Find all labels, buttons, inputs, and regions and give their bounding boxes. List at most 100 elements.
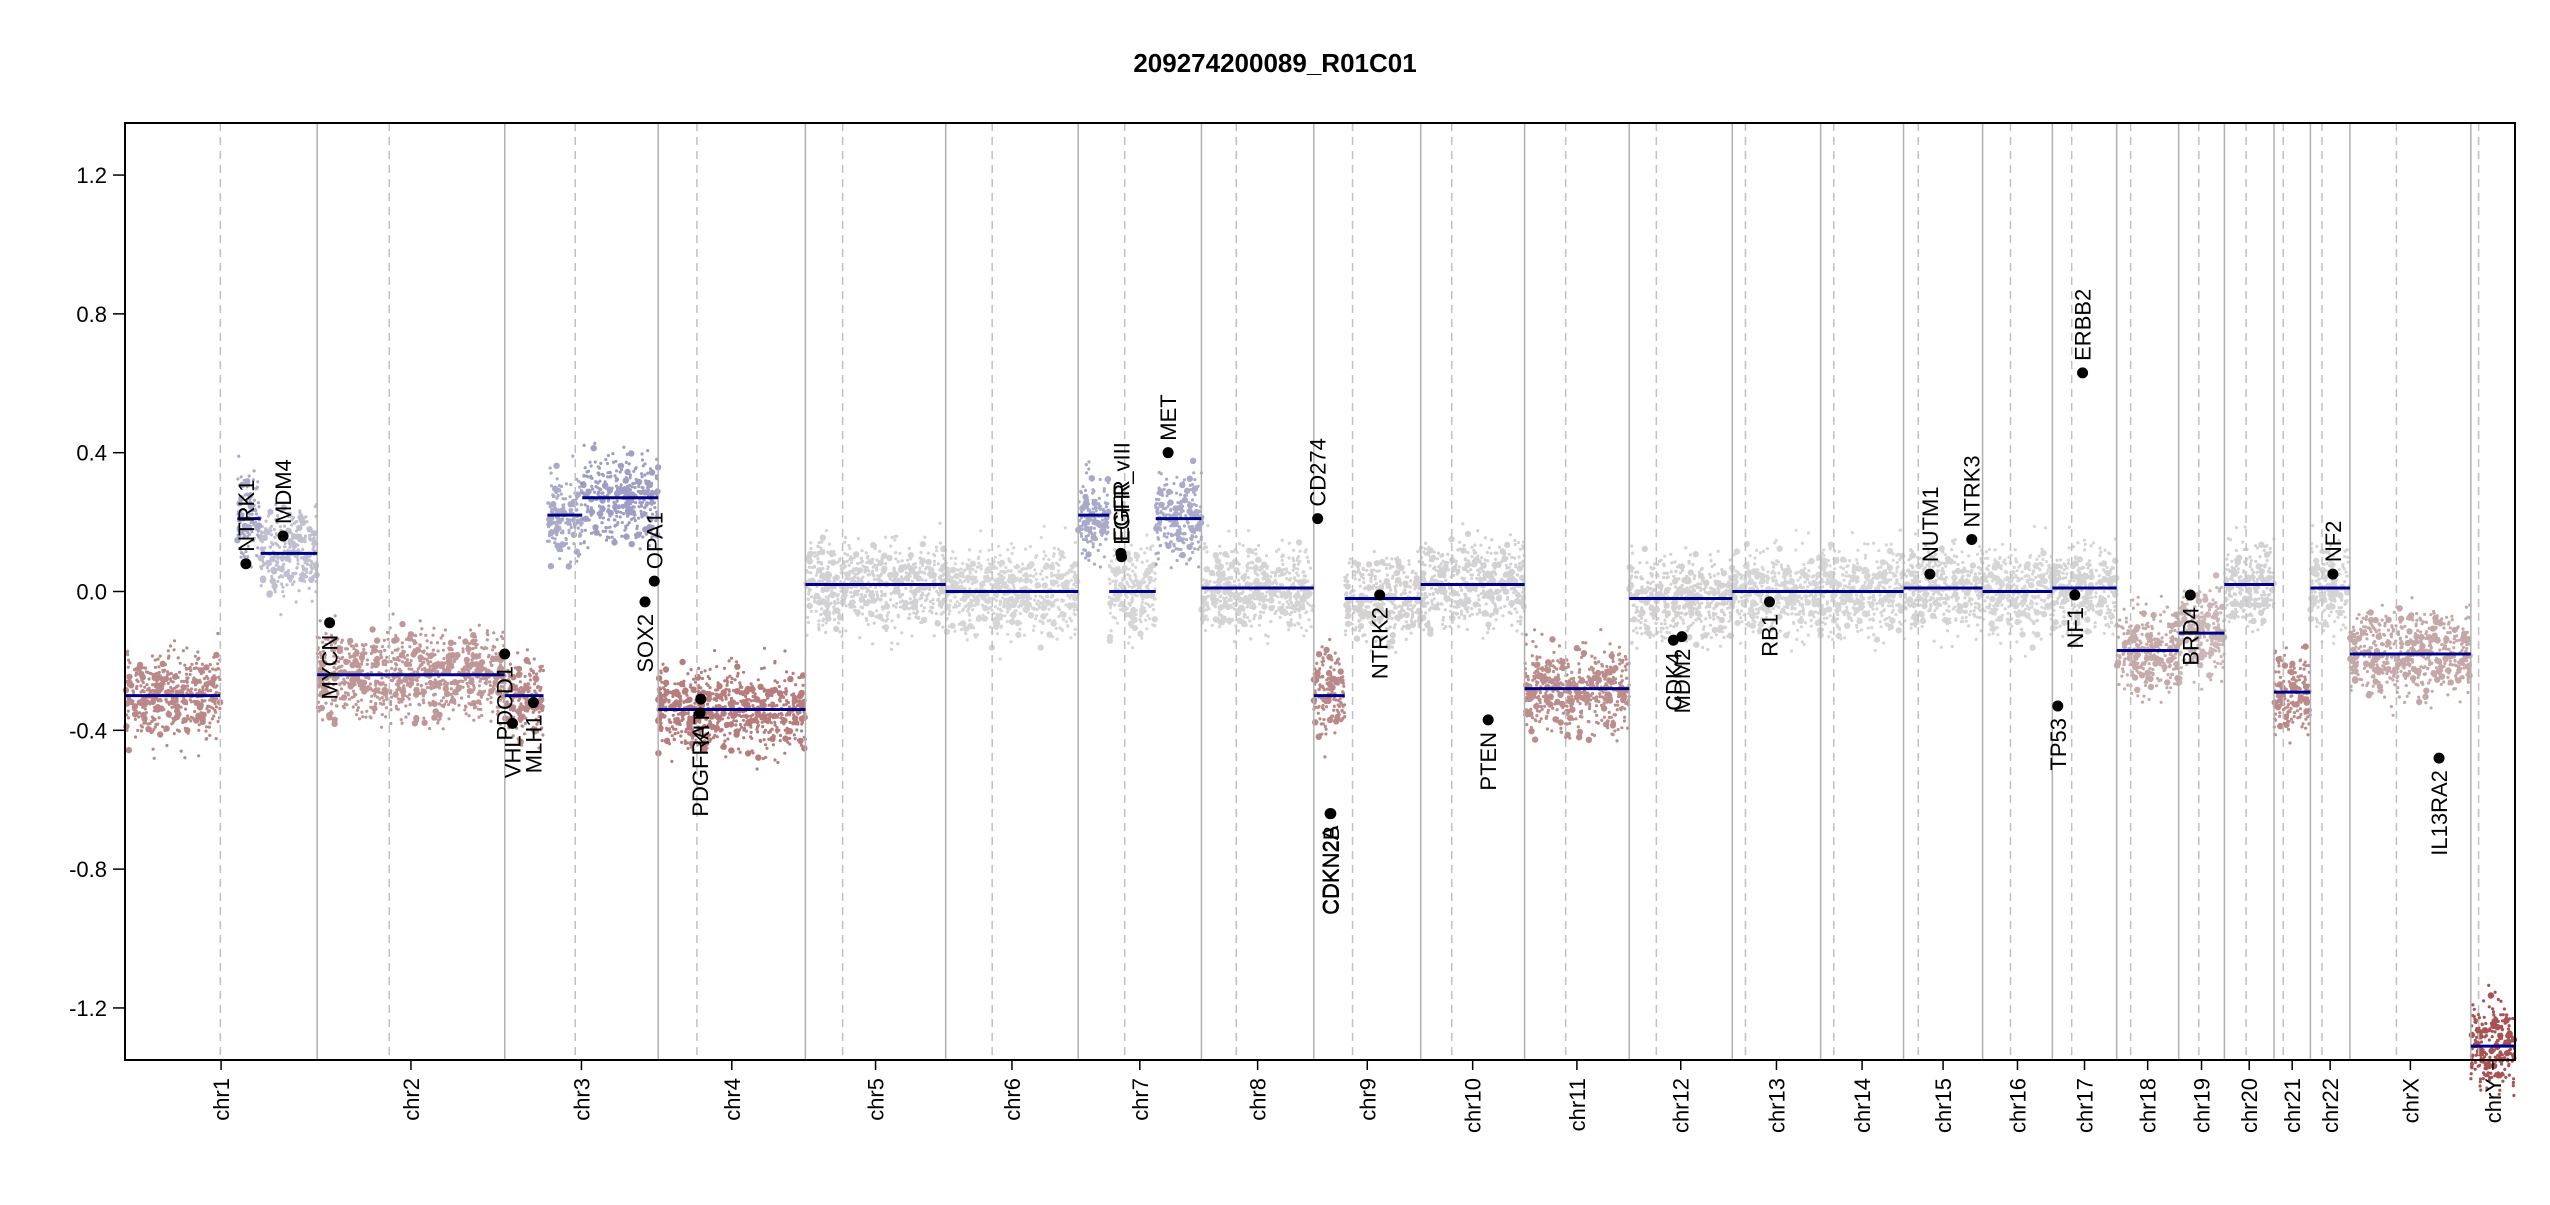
- gene-label-il13ra2: IL13RA2: [2427, 770, 2452, 856]
- probe-points-chr3-6: [580, 441, 662, 551]
- gene-label-rb1: RB1: [1757, 614, 1782, 657]
- x-tick-label-chr19: chr19: [2190, 1078, 2215, 1133]
- x-tick-label-chr15: chr15: [1931, 1078, 1956, 1133]
- gene-point-brd4: [2184, 589, 2196, 601]
- x-axis: chr1 chr2 chr3 chr4 chr5 chr6 chr7 chr8 chr9 chr1…: [209, 1060, 2506, 1133]
- x-tick-label-chr20: chr20: [2237, 1078, 2262, 1133]
- y-tick-label: -1.2: [69, 996, 107, 1021]
- probe-points-chr1-2: [257, 495, 320, 617]
- gene-label-egfr: EGFR: [1109, 480, 1134, 541]
- gene-label-pten: PTEN: [1476, 732, 1501, 791]
- gene-label-cdkn2a: CDKN2A: [1318, 825, 1343, 915]
- x-tick-label-chr10: chr10: [1461, 1078, 1486, 1133]
- gene-point-cdk4: [1667, 634, 1679, 646]
- gene-point-ntrk1: [240, 558, 252, 570]
- gene-label-sox2: SOX2: [633, 614, 658, 673]
- gene-point-pten: [1482, 714, 1494, 726]
- probe-points-chr9-14: [1310, 637, 1347, 759]
- gene-label-mycn: MYCN: [318, 635, 343, 700]
- gene-point-tp53: [2052, 700, 2064, 712]
- gene-point-kit: [695, 693, 707, 705]
- probe-points-chrX-29: [2347, 596, 2473, 717]
- gene-point-rb1: [1763, 596, 1775, 608]
- gene-label-cdk4: CDK4: [1661, 652, 1686, 711]
- x-tick-label-chr11: chr11: [1565, 1078, 1590, 1131]
- x-tick-label-chr7: chr7: [1128, 1078, 1153, 1121]
- gene-label-met: MET: [1156, 394, 1181, 440]
- y-tick-label: 0.0: [76, 580, 107, 605]
- x-tick-label-chrX: chrX: [2398, 1078, 2423, 1124]
- probe-points-chr2-3: [315, 612, 507, 731]
- probe-points-chr3-5: [545, 454, 584, 570]
- probe-points-chr20-26: [2222, 525, 2277, 634]
- x-tick-label-chr4: chr4: [720, 1078, 745, 1121]
- y-tick-label: 0.8: [76, 302, 107, 327]
- gene-point-nutm1: [1924, 568, 1936, 580]
- x-tick-label-chrY: chrY: [2481, 1078, 2506, 1124]
- gene-point-met: [1162, 447, 1174, 459]
- probe-points-chr5-8: [803, 521, 948, 652]
- probe-points-chr3-4: [502, 648, 545, 750]
- gene-point-egfr_viii: [1116, 551, 1128, 563]
- gene-label-mlh1: MLH1: [521, 715, 546, 774]
- gene-label-nutm1: NUTM1: [1918, 486, 1943, 562]
- probe-points-chr8-13: [1198, 524, 1315, 646]
- y-tick-label: -0.8: [69, 857, 107, 882]
- gene-point-mdm4: [277, 530, 289, 542]
- x-tick-label-chr13: chr13: [1764, 1078, 1789, 1133]
- gene-label-ntrk3: NTRK3: [1960, 455, 1985, 527]
- x-tick-label-chr6: chr6: [1000, 1078, 1025, 1121]
- probe-points-chr10-16: [1419, 522, 1527, 640]
- probe-points-chr6-9: [943, 524, 1081, 661]
- x-tick-label-chr17: chr17: [2073, 1078, 2098, 1133]
- gene-point-opa1: [648, 575, 660, 587]
- gene-point-mycn: [324, 617, 336, 629]
- probe-points-chr15-21: [1901, 532, 1985, 649]
- gene-point-il13ra2: [2433, 752, 2445, 764]
- y-tick-label: 1.2: [76, 163, 107, 188]
- gene-point-cd274: [1312, 513, 1324, 525]
- gene-point-vhl: [506, 717, 518, 729]
- gene-point-nf1: [2069, 589, 2081, 601]
- x-tick-label-chr2: chr2: [399, 1078, 424, 1121]
- gene-point-cdkn2b: [1325, 808, 1337, 820]
- gene-label-tp53: TP53: [2046, 718, 2071, 771]
- chromosome-boundaries: [219, 123, 2480, 1060]
- x-tick-label-chr1: chr1: [209, 1078, 234, 1121]
- x-tick-label-chr14: chr14: [1850, 1078, 1875, 1133]
- x-tick-label-chr9: chr9: [1355, 1078, 1380, 1121]
- gene-point-erbb2: [2077, 367, 2089, 379]
- y-tick-label: 0.4: [76, 441, 107, 466]
- gene-label-nf1: NF1: [2063, 607, 2088, 649]
- gene-label-ntrk1: NTRK1: [234, 480, 259, 552]
- x-tick-label-chr5: chr5: [864, 1078, 889, 1121]
- probe-points-chr9-15: [1343, 548, 1424, 655]
- probe-points-chr1-1: [234, 454, 263, 569]
- gene-label-nf2: NF2: [2321, 521, 2346, 563]
- gene-point-ntrk2: [1374, 589, 1386, 601]
- x-tick-label-chr22: chr22: [2318, 1078, 2343, 1133]
- gene-point-ntrk3: [1966, 533, 1978, 545]
- gene-label-mdm2: MDM2: [1670, 649, 1695, 714]
- gene-point-sox2: [639, 596, 651, 608]
- probe-points-chrY-30: [2468, 983, 2518, 1098]
- x-tick-label-chr21: chr21: [2280, 1078, 2305, 1133]
- gene-label-ntrk2: NTRK2: [1368, 607, 1393, 679]
- gene-point-pdgfra: [694, 707, 706, 719]
- gene-point-mlh1: [527, 697, 539, 709]
- gene-point-nf2: [2327, 568, 2339, 580]
- gene-point-mdm2: [1676, 631, 1688, 643]
- plot-frame: [124, 122, 2516, 1061]
- probe-points-chr21-27: [2271, 643, 2312, 745]
- probe-points-chr19-25: [2176, 572, 2228, 691]
- probe-points-chr7-11: [1106, 533, 1158, 650]
- gene-point-pdcd1: [499, 648, 511, 660]
- gene-label-pdgfra: PDGFRA: [688, 725, 713, 817]
- y-axis: 1.2 0.8 0.4 0.0 -0.4 -0.8 -1.2: [69, 163, 125, 1021]
- probe-cloud: [122, 441, 2518, 1098]
- gene-label-vhl: VHL: [500, 735, 525, 778]
- gene-label-kit: KIT: [689, 711, 714, 745]
